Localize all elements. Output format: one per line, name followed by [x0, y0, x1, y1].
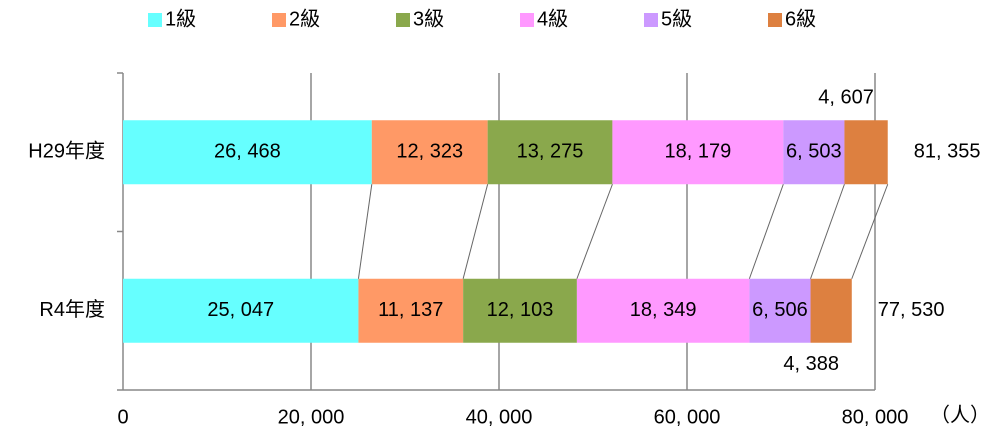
bar-segment: [749, 278, 811, 343]
legend-swatch: [148, 13, 162, 27]
x-tick-label: 80, 000: [842, 406, 909, 428]
data-label: 6, 503: [786, 141, 842, 163]
connector-line: [851, 184, 889, 279]
data-label: 13, 275: [517, 141, 584, 163]
data-label: 26, 468: [214, 141, 281, 163]
x-tick-label: 0: [117, 406, 128, 428]
data-label: 4, 607: [818, 87, 874, 109]
bar-segment: [463, 278, 577, 343]
legend-swatch: [644, 13, 658, 27]
data-label: 18, 349: [630, 299, 697, 321]
connector-line: [462, 184, 489, 279]
connector-line: [357, 184, 373, 279]
y-tick-label: R4年度: [39, 298, 105, 321]
bar-segment: [358, 278, 464, 343]
data-label: 12, 323: [396, 141, 463, 163]
connector-line: [576, 184, 613, 279]
bar-segment: [612, 120, 784, 185]
legend-swatch: [272, 13, 286, 27]
legend-label: 4級: [537, 7, 568, 30]
legend-swatch: [396, 13, 410, 27]
bar-segment: [810, 278, 852, 343]
bar-segment: [576, 278, 750, 343]
connector-line: [748, 184, 784, 279]
bar-segment: [123, 120, 372, 185]
y-tick-label: H29年度: [28, 140, 105, 163]
bar-segment: [371, 120, 488, 185]
bar-segment: [783, 120, 845, 185]
x-tick-label: 40, 000: [466, 406, 533, 428]
data-label: 4, 388: [783, 353, 839, 375]
legend-label: 5級: [661, 7, 692, 30]
total-label: 77, 530: [878, 299, 945, 321]
legend-swatch: [520, 13, 534, 27]
data-label: 12, 103: [487, 299, 554, 321]
x-axis-label: （人）: [930, 403, 989, 426]
legend-label: 3級: [413, 7, 444, 30]
data-label: 25, 047: [207, 299, 274, 321]
bar-segment: [123, 278, 359, 343]
x-tick-label: 60, 000: [654, 406, 721, 428]
legend-label: 6級: [785, 7, 816, 30]
data-label: 11, 137: [378, 299, 443, 321]
connector-line: [810, 184, 845, 279]
data-label: 6, 506: [752, 299, 808, 321]
legend-swatch: [768, 13, 782, 27]
x-tick-label: 20, 000: [278, 406, 345, 428]
bar-segment: [844, 120, 888, 185]
legend-label: 2級: [289, 7, 320, 30]
data-label: 18, 179: [664, 141, 731, 163]
legend-label: 1級: [165, 7, 196, 30]
bar-segment: [487, 120, 613, 185]
total-label: 81, 355: [914, 141, 981, 163]
